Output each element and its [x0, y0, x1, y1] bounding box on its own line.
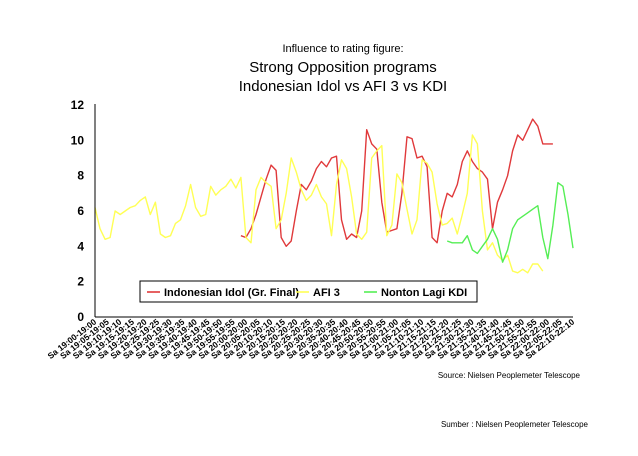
y-tick-label: 8 — [77, 169, 84, 183]
y-tick-label: 0 — [77, 310, 84, 324]
legend-label: AFI 3 — [313, 287, 340, 299]
series-line — [446, 181, 574, 263]
legend: Indonesian Idol (Gr. Final) AFI 3 Nonton L… — [139, 280, 478, 303]
series-line — [240, 118, 553, 248]
series-line — [94, 134, 544, 274]
y-tick-label: 2 — [77, 275, 84, 289]
y-tick-label: 6 — [77, 204, 84, 218]
y-tick-label: 12 — [71, 98, 85, 112]
y-tick-label: 4 — [77, 239, 84, 253]
chart-pretitle: Influence to rating figure: — [282, 43, 403, 55]
series-lines — [94, 118, 574, 274]
chart-title: Strong Opposition programs — [249, 59, 437, 76]
axes — [94, 104, 573, 318]
source-note: Source: Nielsen Peoplemeter Telescope — [438, 371, 581, 380]
legend-label: Nonton Lagi KDI — [381, 287, 467, 299]
chart-subtitle: Indonesian Idol vs AFI 3 vs KDI — [239, 78, 447, 95]
sumber-note: Sumber : Nielsen Peoplemeter Telescope — [441, 420, 589, 429]
y-axis-ticks: 0 2 4 6 8 10 12 — [71, 98, 85, 324]
y-tick-label: 10 — [71, 133, 85, 147]
legend-label: Indonesian Idol (Gr. Final) — [164, 287, 299, 299]
